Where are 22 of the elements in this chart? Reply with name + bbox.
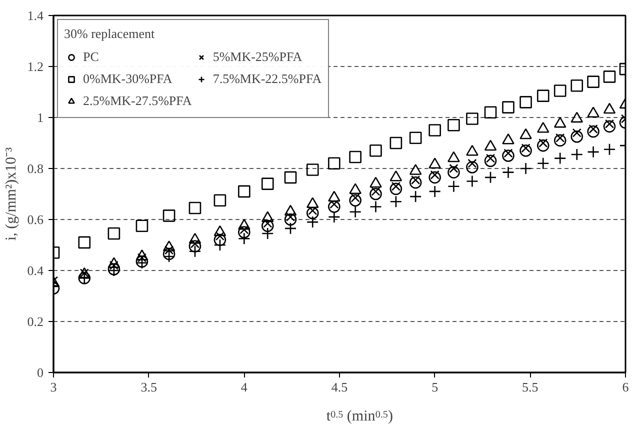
legend-label: 7.5%MK-22.5%PFA — [212, 70, 322, 88]
y-tick-label: 1 — [37, 110, 44, 125]
x-tick-label: 4.5 — [331, 380, 348, 394]
legend-title: 30% replacement — [64, 26, 156, 42]
y-tick-label: 0.8 — [27, 161, 44, 176]
x-tick-label: 3 — [50, 380, 57, 394]
legend-label: 5%MK-25%PFA — [212, 48, 302, 66]
y-tick-label: 0.4 — [27, 263, 44, 278]
y-tick-label: 1.4 — [27, 8, 44, 23]
legend-label: 2.5%MK-27.5%PFA — [83, 92, 192, 110]
y-axis-title: i, (g/mm²)x10⁻³ — [3, 146, 20, 241]
y-tick-label: 0.6 — [27, 212, 44, 227]
x-tick-label: 6 — [622, 380, 630, 394]
x-tick-label: 5 — [432, 380, 438, 394]
y-tick-label: 0 — [37, 365, 44, 380]
x-tick-label: 3.5 — [140, 380, 157, 394]
legend-label: 0%MK-30%PFA — [83, 70, 172, 88]
y-tick-label: 0.2 — [27, 314, 44, 329]
y-tick-label: 1.2 — [27, 59, 44, 74]
legend-label: PC — [83, 48, 100, 66]
x-tick-label: 5.5 — [522, 380, 538, 394]
x-tick-label: 4 — [240, 380, 248, 394]
